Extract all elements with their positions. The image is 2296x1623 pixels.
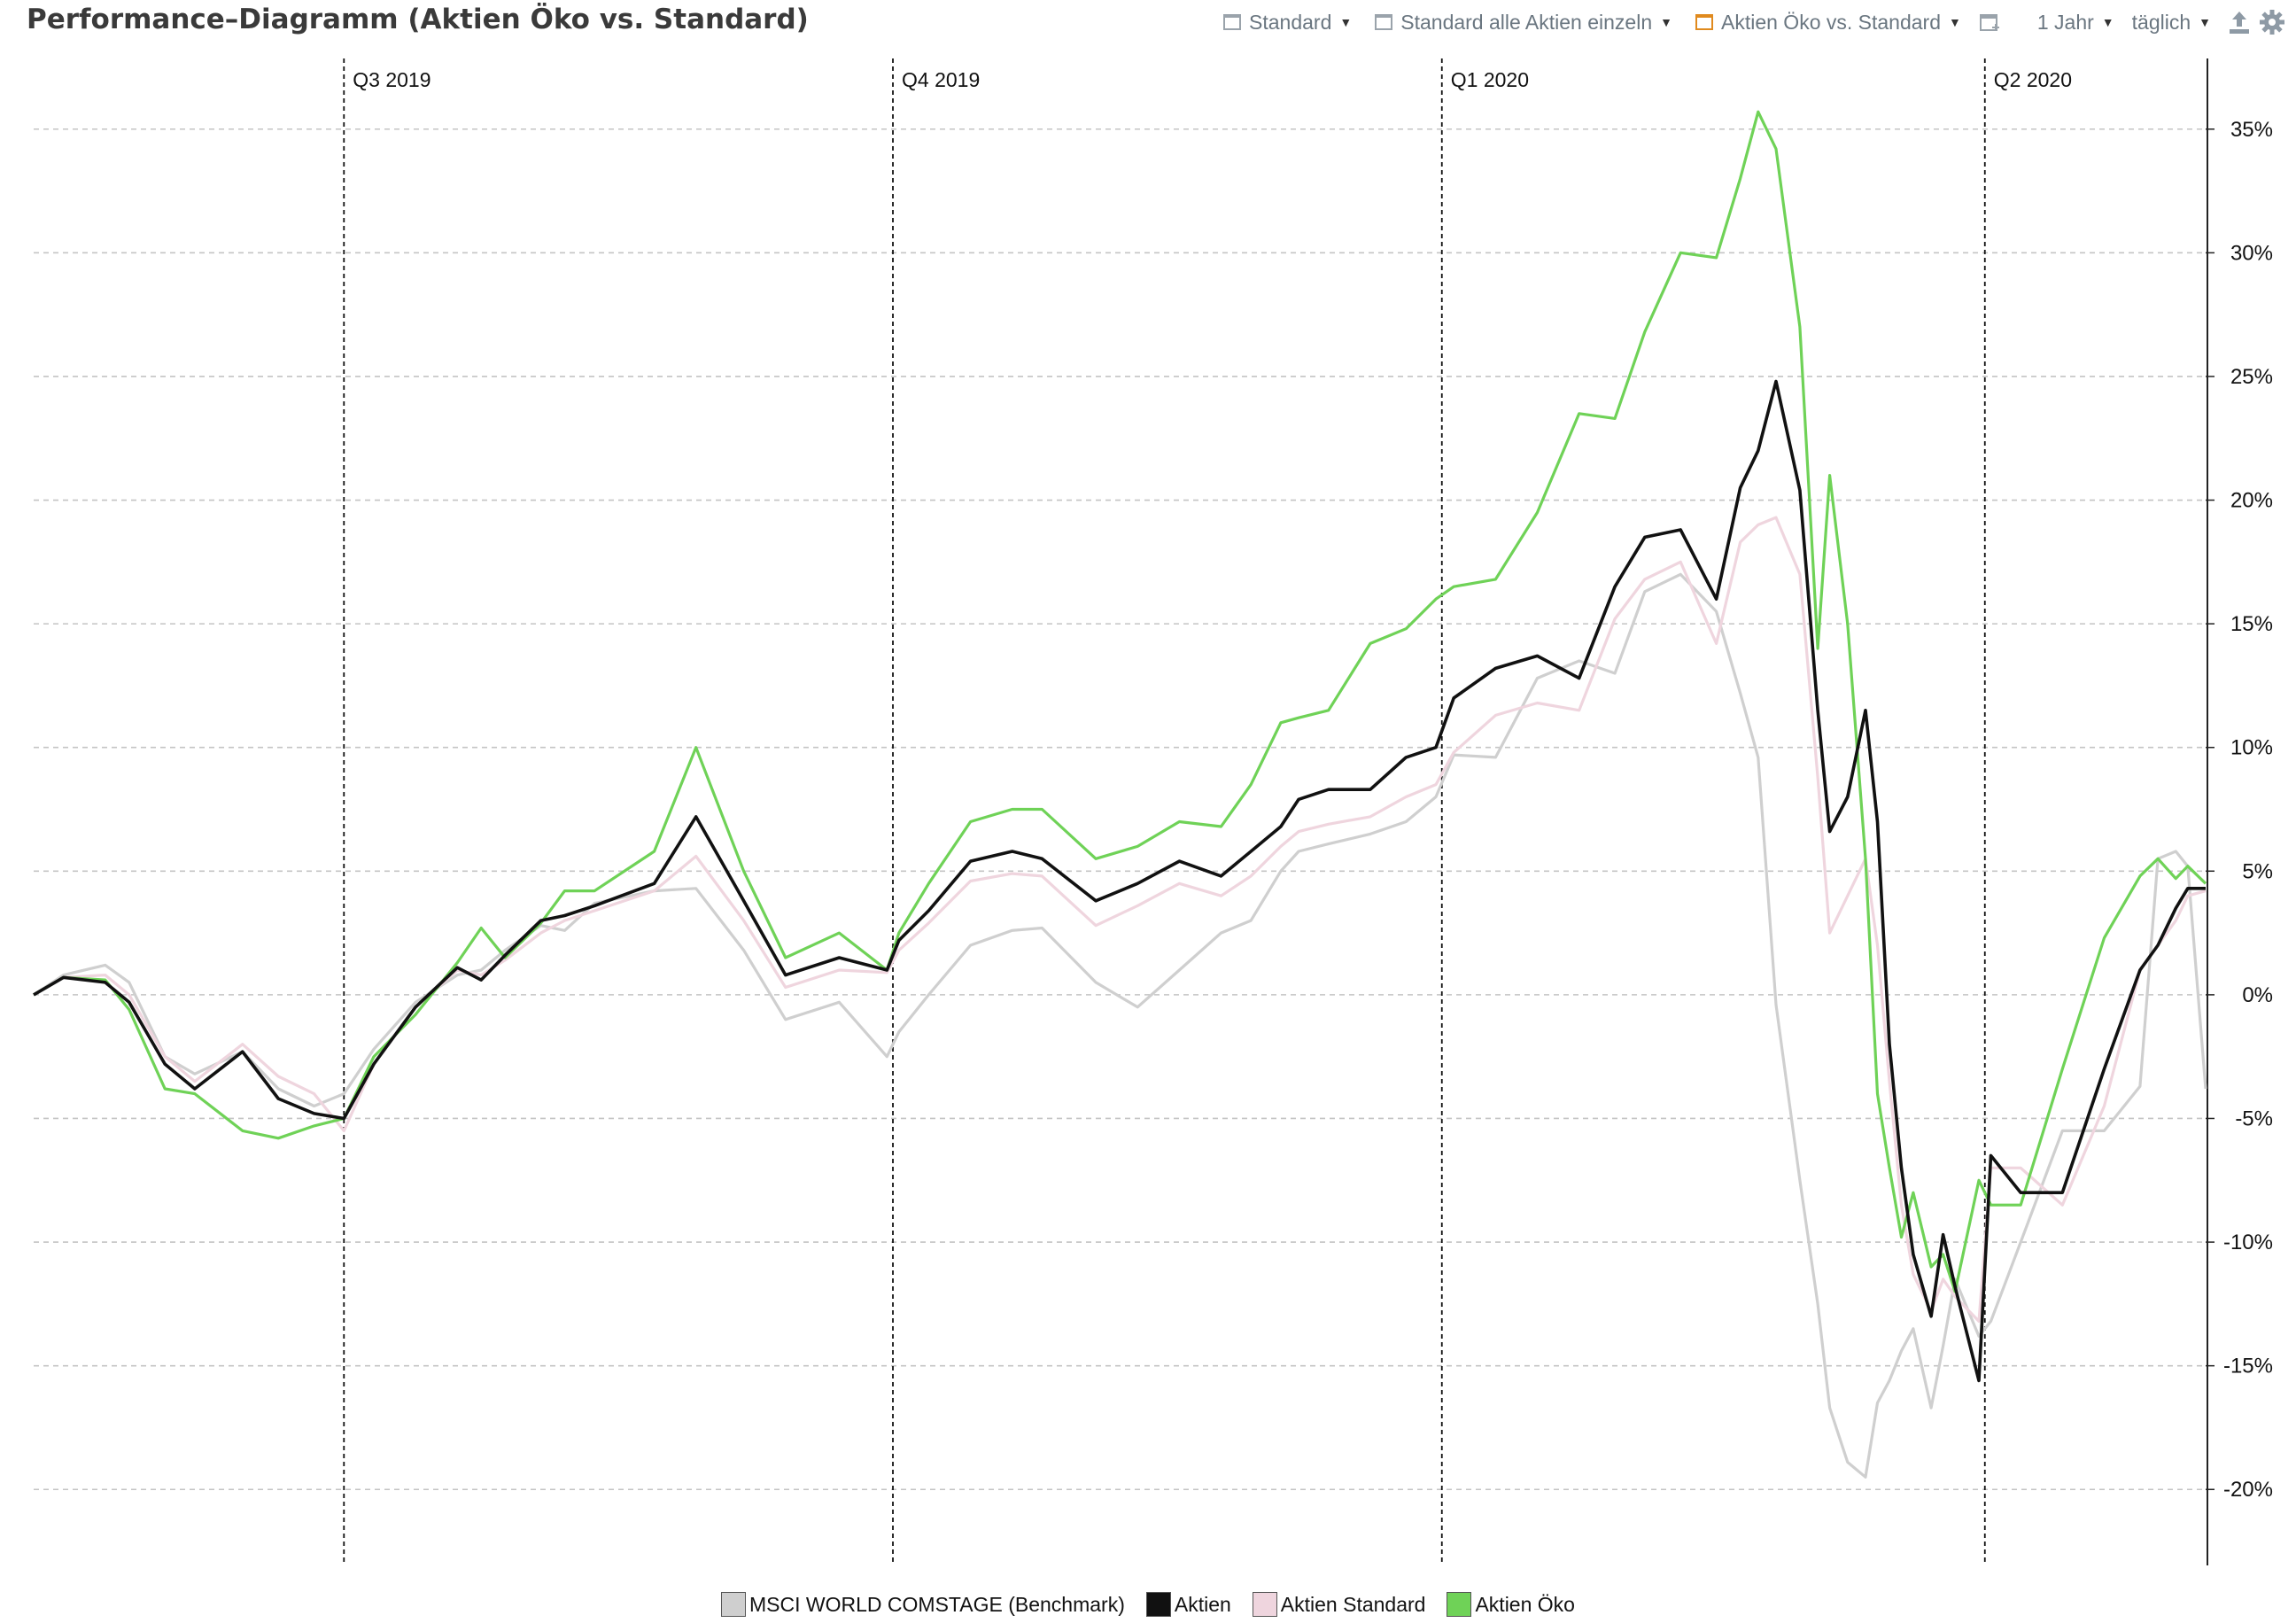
y-tick-label: 20% bbox=[2230, 489, 2273, 513]
legend-item-aktien[interactable]: Aktien bbox=[1145, 1592, 1231, 1617]
series-line-2 bbox=[33, 516, 2207, 1324]
interval-label: täglich bbox=[2131, 10, 2191, 34]
legend-swatch bbox=[1447, 1592, 1472, 1617]
view-standard-alle-label: Standard alle Aktien einzeln bbox=[1400, 10, 1653, 34]
y-tick-label: -20% bbox=[2223, 1478, 2273, 1502]
chart-toolbar: Standard ▼ Standard alle Aktien einzeln … bbox=[1200, 5, 2285, 39]
chevron-down-icon: ▼ bbox=[2101, 15, 2114, 29]
upload-icon bbox=[2230, 12, 2249, 34]
view-oeko-label: Aktien Öko vs. Standard bbox=[1720, 10, 1941, 34]
interval-dropdown[interactable]: täglich ▼ bbox=[2132, 11, 2211, 35]
period-dropdown[interactable]: 1 Jahr ▼ bbox=[2037, 11, 2114, 35]
view-window-icon bbox=[1375, 14, 1393, 30]
view-oeko-vs-standard[interactable]: Aktien Öko vs. Standard ▼ bbox=[1695, 11, 1961, 35]
y-tick-label: 35% bbox=[2230, 118, 2273, 142]
new-view-button[interactable] bbox=[1979, 11, 2002, 34]
series-line-1 bbox=[33, 379, 2206, 1383]
legend-label: MSCI WORLD COMSTAGE (Benchmark) bbox=[749, 1592, 1125, 1616]
chevron-down-icon: ▼ bbox=[2199, 15, 2211, 29]
legend-label: Aktien bbox=[1174, 1592, 1231, 1616]
y-tick-label: 15% bbox=[2230, 612, 2273, 636]
series-line-3 bbox=[33, 110, 2207, 1293]
y-tick-label: 30% bbox=[2230, 241, 2273, 265]
y-tick-label: -10% bbox=[2223, 1231, 2273, 1254]
view-window-icon bbox=[1223, 14, 1242, 30]
period-label: 1 Jahr bbox=[2036, 10, 2094, 34]
quarter-marker-label: Q2 2020 bbox=[1994, 68, 2072, 91]
settings-button[interactable] bbox=[2259, 9, 2285, 35]
legend-item-aktien-oeko[interactable]: Aktien Öko bbox=[1447, 1592, 1575, 1617]
legend-label: Aktien Standard bbox=[1280, 1592, 1426, 1616]
legend-swatch bbox=[1145, 1592, 1171, 1617]
chevron-down-icon: ▼ bbox=[1949, 15, 1961, 29]
y-tick-label: -15% bbox=[2223, 1355, 2273, 1378]
y-tick-label: 0% bbox=[2242, 983, 2273, 1007]
chart-legend: MSCI WORLD COMSTAGE (Benchmark) Aktien A… bbox=[0, 1589, 2296, 1619]
y-tick-label: -5% bbox=[2235, 1107, 2273, 1130]
legend-label: Aktien Öko bbox=[1475, 1592, 1575, 1616]
y-tick-label: 10% bbox=[2230, 736, 2273, 760]
export-button[interactable] bbox=[2227, 9, 2252, 35]
view-standard[interactable]: Standard ▼ bbox=[1223, 11, 1352, 35]
quarter-marker-label: Q4 2019 bbox=[902, 68, 980, 91]
quarter-marker-label: Q3 2019 bbox=[353, 68, 430, 91]
series-line-0 bbox=[33, 572, 2207, 1479]
chevron-down-icon: ▼ bbox=[1339, 15, 1353, 29]
page-title: Performance–Diagramm (Aktien Öko vs. Sta… bbox=[27, 4, 809, 35]
chevron-down-icon: ▼ bbox=[1660, 15, 1672, 29]
gear-icon bbox=[2260, 10, 2284, 35]
view-window-icon bbox=[1695, 14, 1713, 30]
view-standard-label: Standard bbox=[1249, 10, 1332, 34]
add-view-icon bbox=[1979, 14, 1999, 31]
legend-swatch bbox=[1252, 1592, 1277, 1617]
legend-item-benchmark[interactable]: MSCI WORLD COMSTAGE (Benchmark) bbox=[721, 1592, 1125, 1617]
view-standard-alle-aktien[interactable]: Standard alle Aktien einzeln ▼ bbox=[1375, 11, 1672, 35]
y-tick-label: 25% bbox=[2230, 365, 2273, 389]
y-tick-label: 5% bbox=[2242, 859, 2273, 883]
legend-swatch bbox=[721, 1592, 747, 1617]
quarter-marker-label: Q1 2020 bbox=[1451, 68, 1529, 91]
legend-item-aktien-standard[interactable]: Aktien Standard bbox=[1252, 1592, 1426, 1617]
